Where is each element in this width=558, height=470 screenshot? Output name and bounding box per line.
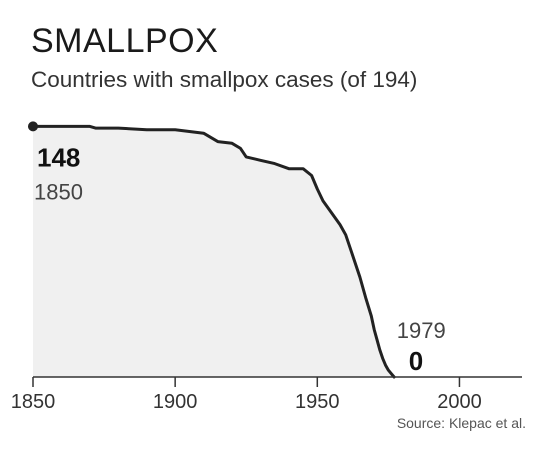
area-fill bbox=[33, 126, 395, 378]
chart-subtitle: Countries with smallpox cases (of 194) bbox=[31, 67, 418, 92]
annotation-start-year: 1850 bbox=[34, 179, 83, 204]
x-tick-label: 1850 bbox=[11, 391, 56, 413]
x-ticks: 1850 1900 1950 2000 bbox=[11, 377, 482, 413]
x-tick-label: 2000 bbox=[437, 391, 482, 413]
source-note: Source: Klepac et al. bbox=[396, 415, 526, 431]
start-marker bbox=[28, 121, 38, 132]
annotation-end-value: 0 bbox=[409, 346, 423, 376]
annotation-end-year: 1979 bbox=[397, 318, 446, 343]
chart-title: SMALLPOX bbox=[31, 22, 219, 60]
annotation-start-value: 148 bbox=[37, 142, 80, 172]
x-tick-label: 1900 bbox=[153, 391, 198, 413]
x-tick-label: 1950 bbox=[295, 391, 340, 413]
series-line bbox=[31, 124, 396, 379]
